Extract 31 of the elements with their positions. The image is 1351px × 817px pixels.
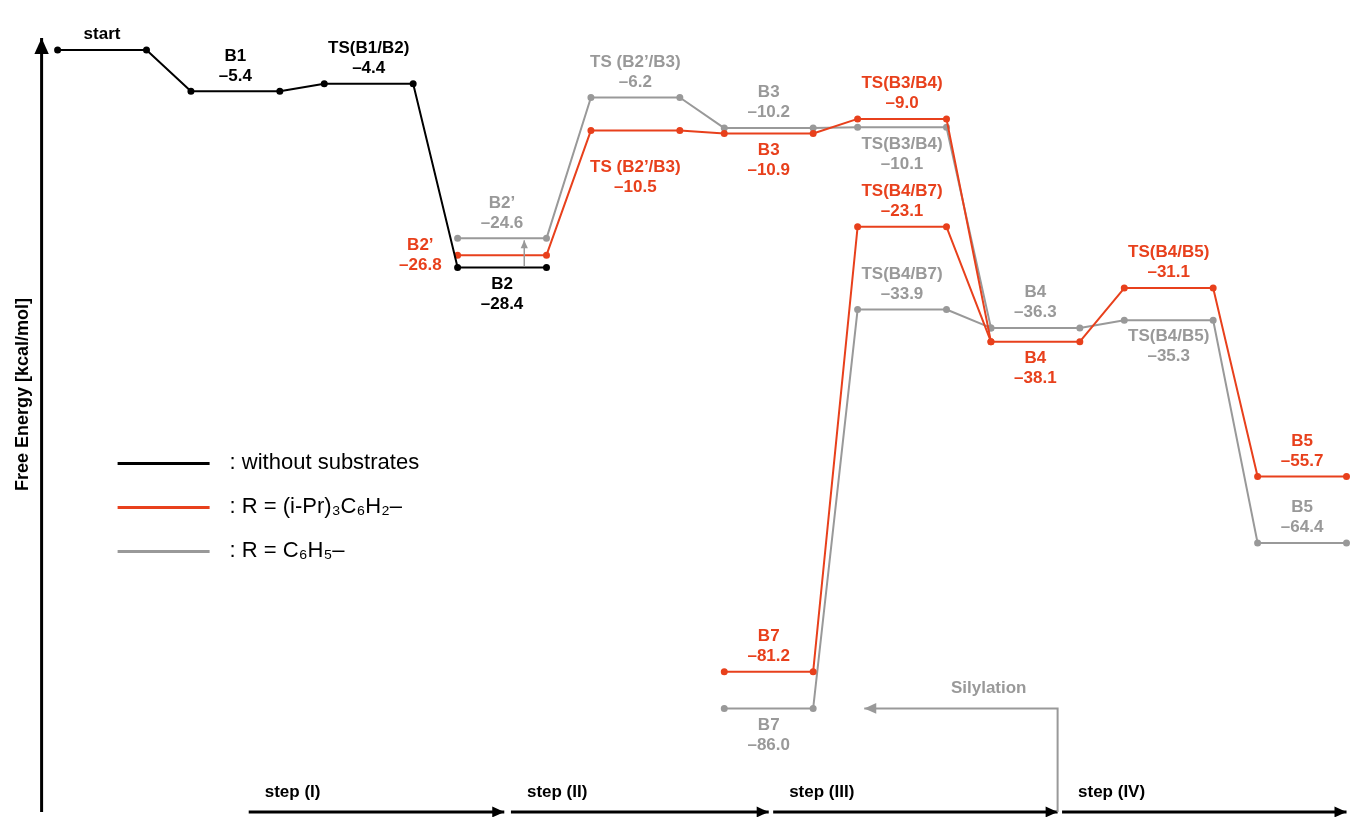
text: step (III) bbox=[789, 782, 855, 802]
data-label: B2’ –24.6 bbox=[480, 192, 524, 232]
text: step (I) bbox=[264, 782, 321, 802]
data-label: B7 –81.2 bbox=[747, 625, 790, 665]
legend-label: : R = C₆H₅– bbox=[229, 537, 346, 563]
data-label: B2’ –26.8 bbox=[399, 235, 442, 275]
data-label: B5 –64.4 bbox=[1280, 497, 1324, 537]
data-label: B7 –86.0 bbox=[747, 714, 790, 754]
annotation: Silylation bbox=[950, 678, 1027, 699]
data-label: B3 –10.2 bbox=[747, 82, 790, 122]
data-label: B4 –36.3 bbox=[1014, 282, 1057, 322]
data-label: TS(B4/B5) –31.1 bbox=[1128, 242, 1210, 282]
legend-label: : R = (i-Pr)₃C₆H₂– bbox=[229, 493, 403, 519]
data-label: TS(B4/B5) –35.3 bbox=[1128, 326, 1210, 366]
text: step (II) bbox=[526, 782, 588, 802]
data-label: B5 –55.7 bbox=[1280, 430, 1324, 470]
data-label: B2 –28.4 bbox=[480, 273, 524, 313]
data-label: B3 –10.9 bbox=[747, 139, 790, 179]
data-label: TS (B2’/B3) –6.2 bbox=[590, 51, 681, 91]
data-label: TS(B3/B4) –9.0 bbox=[861, 73, 943, 113]
data-label: TS(B4/B7) –23.1 bbox=[861, 181, 943, 221]
data-label: TS (B2’/B3) –10.5 bbox=[590, 156, 681, 196]
y-axis-title: Free Energy [kcal/mol] bbox=[11, 297, 32, 492]
text: step (IV) bbox=[1078, 782, 1146, 802]
data-label: B4 –38.1 bbox=[1014, 347, 1057, 387]
data-label: start bbox=[83, 24, 121, 44]
data-label: TS(B1/B2) –4.4 bbox=[328, 37, 410, 77]
data-label: TS(B4/B7) –33.9 bbox=[861, 263, 943, 303]
data-label: B1 –5.4 bbox=[218, 45, 253, 85]
legend-label: : without substrates bbox=[229, 449, 420, 475]
data-label: TS(B3/B4) –10.1 bbox=[861, 133, 943, 173]
